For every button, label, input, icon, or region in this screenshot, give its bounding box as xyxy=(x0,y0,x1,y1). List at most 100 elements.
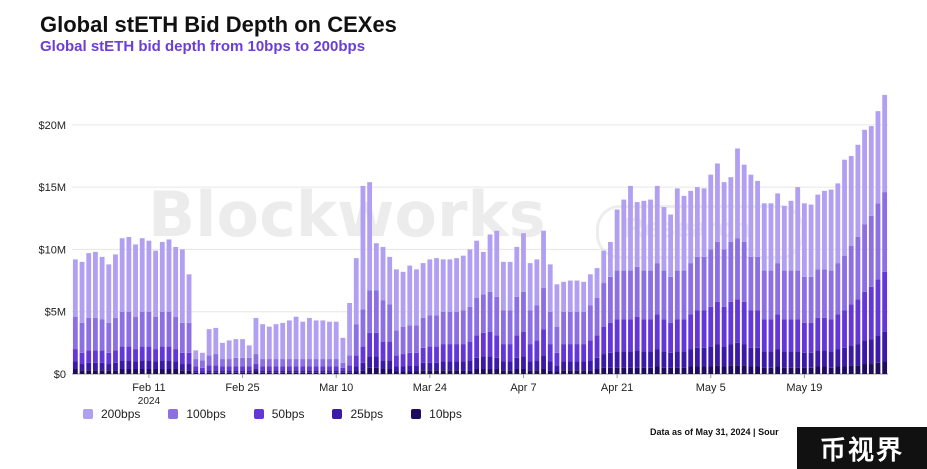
bar-segment-100bps xyxy=(93,317,98,351)
bar-segment-200bps xyxy=(661,207,667,271)
bar-segment-25bps xyxy=(708,346,714,367)
bar-segment-200bps xyxy=(547,264,553,312)
bar-segment-10bps xyxy=(788,367,794,374)
bar-segment-100bps xyxy=(581,311,587,345)
bar-segment-50bps xyxy=(534,340,540,361)
bar-segment-25bps xyxy=(674,351,680,368)
bar-segment-50bps xyxy=(621,319,627,352)
bar-segment-50bps xyxy=(788,319,794,352)
bar-segment-10bps xyxy=(233,372,239,374)
x-tick-label: Mar 24 xyxy=(413,382,447,394)
bar-segment-100bps xyxy=(427,315,433,347)
bar-segment-10bps xyxy=(320,372,326,374)
bar-segment-25bps xyxy=(494,357,500,370)
chart-legend: 200bps 100bps 50bps 25bps 10bps xyxy=(83,407,462,421)
bar-segment-50bps xyxy=(694,310,700,348)
bar-segment-200bps xyxy=(848,155,854,246)
bar-segment-50bps xyxy=(527,344,533,362)
bar-segment-200bps xyxy=(561,281,567,312)
bar-segment-25bps xyxy=(260,370,266,373)
bar-segment-10bps xyxy=(106,370,112,374)
bar-segment-25bps xyxy=(266,370,272,373)
bar-segment-100bps xyxy=(855,236,861,300)
legend-item-50bps[interactable]: 50bps xyxy=(253,407,304,421)
bar-segment-10bps xyxy=(801,367,807,374)
bar-segment-50bps xyxy=(273,366,279,371)
bar-segment-50bps xyxy=(608,322,613,353)
bar-segment-25bps xyxy=(775,349,781,367)
bar-segment-25bps xyxy=(159,360,165,370)
bar-segment-10bps xyxy=(393,371,399,374)
bar-segment-200bps xyxy=(454,258,459,312)
bar-segment-25bps xyxy=(407,365,413,372)
bar-segment-200bps xyxy=(681,195,687,271)
bar-segment-200bps xyxy=(193,350,199,360)
bar-segment-200bps xyxy=(601,250,607,284)
bar-segment-200bps xyxy=(186,274,192,323)
bar-segment-25bps xyxy=(454,361,459,371)
bar-segment-10bps xyxy=(293,372,299,374)
bar-segment-200bps xyxy=(748,174,754,257)
bar-segment-100bps xyxy=(440,311,446,345)
bar-segment-200bps xyxy=(721,182,727,250)
bar-segment-10bps xyxy=(226,372,232,374)
bar-segment-100bps xyxy=(340,362,346,368)
bar-segment-50bps xyxy=(447,344,453,362)
bar-segment-50bps xyxy=(721,306,727,347)
bar-segment-100bps xyxy=(200,360,205,368)
bar-segment-25bps xyxy=(795,351,801,368)
bar-segment-50bps xyxy=(521,331,526,357)
bar-segment-50bps xyxy=(387,341,393,361)
legend-label-25bps: 25bps xyxy=(350,407,384,421)
bar-segment-25bps xyxy=(748,347,754,367)
bar-segment-25bps xyxy=(654,349,660,367)
bar-segment-200bps xyxy=(440,259,446,312)
bar-segment-100bps xyxy=(507,310,513,345)
legend-item-200bps[interactable]: 200bps xyxy=(83,407,140,421)
bar-segment-200bps xyxy=(855,144,861,237)
bar-segment-25bps xyxy=(741,344,747,366)
bar-segment-25bps xyxy=(628,351,633,368)
bar-segment-100bps xyxy=(467,306,473,342)
bar-segment-25bps xyxy=(581,361,587,371)
bar-segment-50bps xyxy=(467,341,473,361)
bar-segment-200bps xyxy=(808,204,814,277)
bar-segment-50bps xyxy=(434,346,439,363)
bar-segment-100bps xyxy=(661,270,667,320)
bar-segment-50bps xyxy=(233,366,239,371)
legend-item-10bps[interactable]: 10bps xyxy=(411,407,462,421)
bar-segment-100bps xyxy=(380,300,386,342)
bar-segment-200bps xyxy=(621,199,627,271)
legend-swatch-25bps xyxy=(332,409,343,419)
bar-segment-100bps xyxy=(527,310,533,345)
bar-segment-200bps xyxy=(761,203,767,271)
bar-segment-100bps xyxy=(454,311,459,345)
bar-segment-25bps xyxy=(480,356,486,370)
bar-segment-50bps xyxy=(133,349,138,362)
bar-segment-200bps xyxy=(240,339,245,358)
bar-segment-10bps xyxy=(266,372,272,374)
bar-segment-50bps xyxy=(380,341,386,361)
bar-segment-25bps xyxy=(648,351,653,368)
bar-segment-100bps xyxy=(541,288,546,330)
bar-segment-25bps xyxy=(614,351,620,368)
bar-segment-100bps xyxy=(480,294,486,333)
bar-segment-50bps xyxy=(193,366,199,371)
bar-segment-50bps xyxy=(414,352,419,366)
legend-item-100bps[interactable]: 100bps xyxy=(168,407,226,421)
bar-segment-200bps xyxy=(741,164,747,242)
bar-segment-25bps xyxy=(728,344,734,366)
bar-segment-10bps xyxy=(280,372,286,374)
bar-segment-200bps xyxy=(755,180,760,257)
bar-segment-10bps xyxy=(213,372,219,374)
bar-segment-50bps xyxy=(99,350,105,363)
bar-segment-10bps xyxy=(574,370,580,374)
legend-item-25bps[interactable]: 25bps xyxy=(332,407,383,421)
bar-segment-100bps xyxy=(307,359,312,367)
bar-segment-200bps xyxy=(587,274,593,306)
bar-segment-100bps xyxy=(487,291,493,332)
source-note: Data as of May 31, 2024 | Sour xyxy=(650,427,779,437)
x-tick-label: May 5 xyxy=(696,382,726,394)
bar-segment-100bps xyxy=(594,298,600,336)
bar-segment-25bps xyxy=(668,352,674,368)
